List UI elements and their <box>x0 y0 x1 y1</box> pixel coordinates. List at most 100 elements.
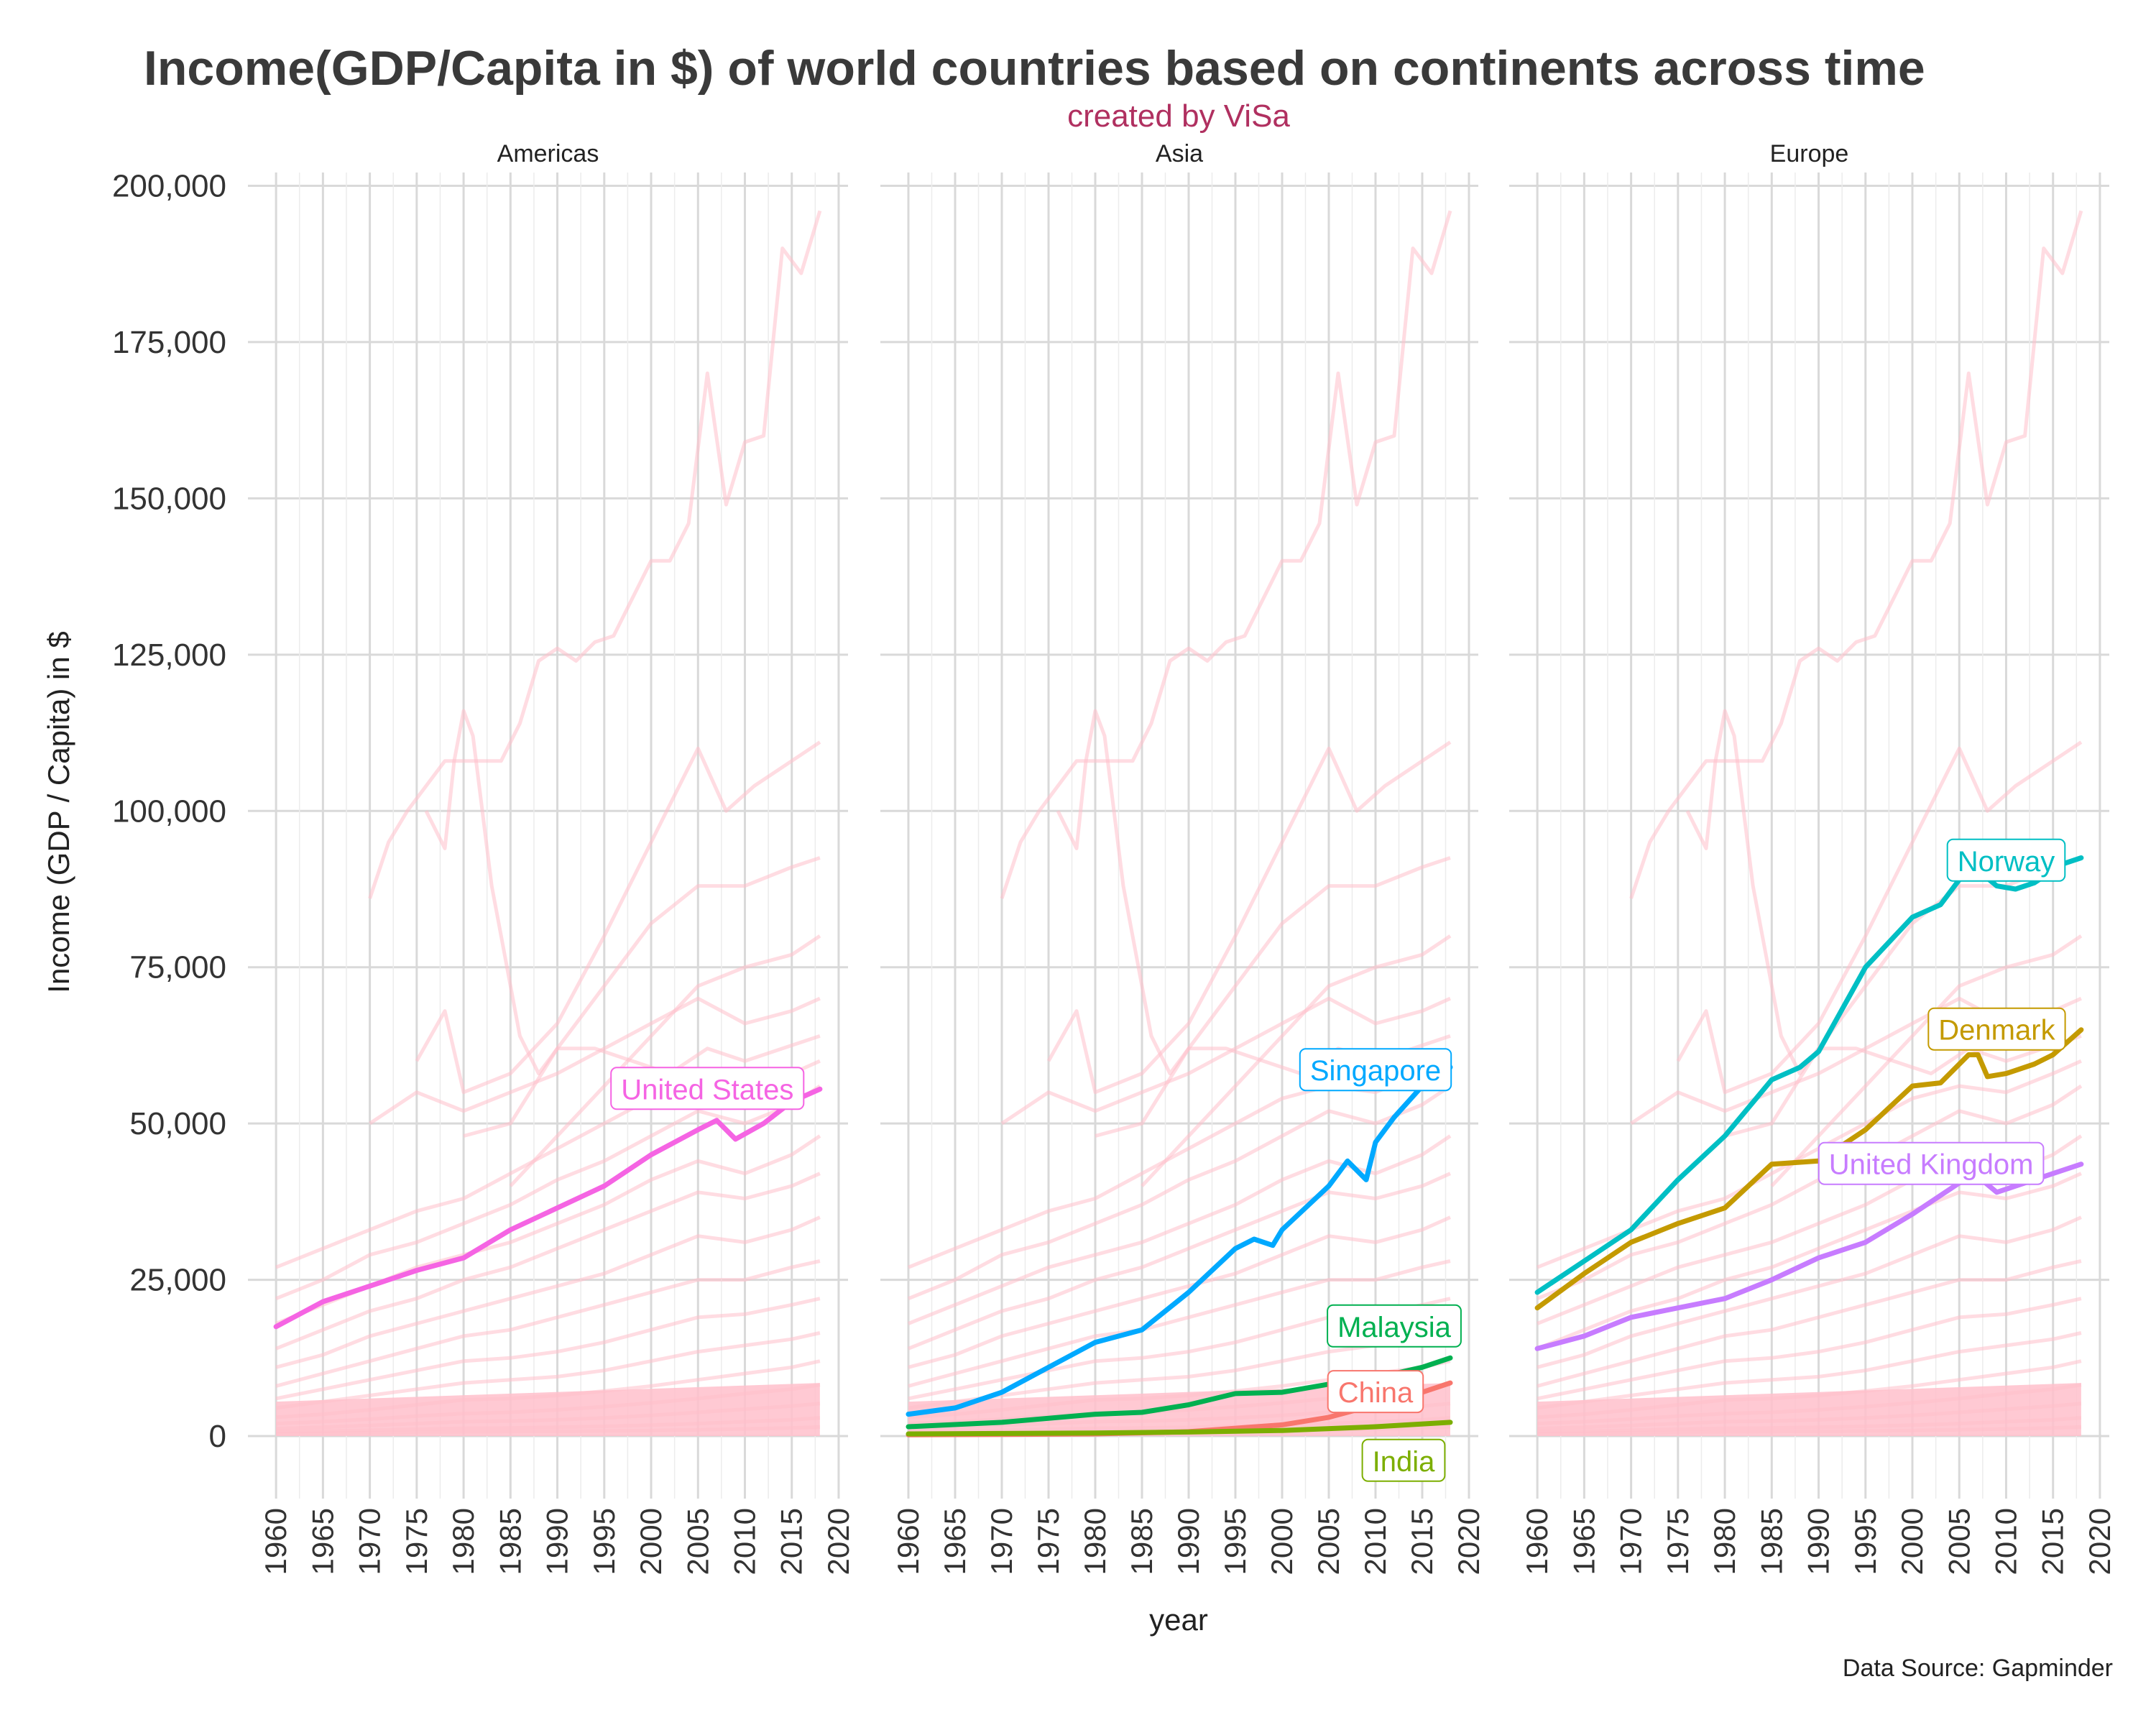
background-series-line <box>1095 856 1451 1138</box>
series-label-box <box>1327 1304 1462 1348</box>
x-tick-label: 2020 <box>821 1508 855 1575</box>
background-series-line <box>276 1416 821 1434</box>
x-tick-label: 1970 <box>1614 1508 1648 1575</box>
series-label-text: United States <box>621 1074 793 1105</box>
series-label-text: Norway <box>1958 846 2055 878</box>
series-line-united-states <box>273 1086 823 1330</box>
x-tick-label: 1995 <box>1848 1508 1882 1575</box>
x-tick-label: 1980 <box>1708 1508 1741 1575</box>
background-series-line <box>1629 210 2083 899</box>
background-series-line <box>1537 1359 2082 1420</box>
background-series-line <box>276 1425 820 1435</box>
background-series-line <box>276 1383 821 1426</box>
background-series-line <box>908 1134 1452 1325</box>
caption: Data Source: Gapminder <box>1843 1655 2113 1682</box>
series-label-box <box>1327 1370 1424 1414</box>
series-label-united-kingdom: United Kingdom <box>1818 1141 2045 1185</box>
background-series-line <box>1537 1383 2082 1426</box>
x-tick-label: 2005 <box>1942 1508 1976 1575</box>
background-series-line <box>908 1172 1452 1351</box>
facet-strip-label: Americas <box>497 140 599 167</box>
background-series-line <box>1000 996 1452 1126</box>
background-series-line <box>275 1215 821 1369</box>
y-tick-label: 75,000 <box>129 950 226 985</box>
grid <box>1509 172 2109 1499</box>
facet-americas: Americas 1960 1965 1970 1975 1980 1985 1990 1995… <box>248 140 855 1575</box>
series-label-box <box>1946 838 2066 882</box>
y-axis-ticks: 0 25,000 50,000 75,000 100,000 125,000 150,000… <box>112 168 226 1454</box>
x-tick-label: 2015 <box>1405 1508 1439 1575</box>
series-label-singapore: Singapore <box>1299 1048 1452 1092</box>
x-tick-label: 2020 <box>1452 1508 1485 1575</box>
y-tick-label: 125,000 <box>112 638 226 673</box>
x-tick-label: 1975 <box>1031 1508 1065 1575</box>
series-label-box <box>1818 1141 2045 1185</box>
series-label-text: China <box>1338 1377 1414 1409</box>
x-tick-label: 2005 <box>681 1508 714 1575</box>
y-tick-label: 25,000 <box>129 1263 226 1298</box>
y-tick-label: 150,000 <box>112 481 226 516</box>
background-series-line <box>276 1402 821 1431</box>
x-tick-label: 2015 <box>775 1508 808 1575</box>
background-series-line <box>275 1172 821 1351</box>
grid <box>248 172 848 1499</box>
x-tick-label: 2020 <box>2083 1508 2116 1575</box>
background-series-line <box>908 1416 1451 1434</box>
background-series-line <box>908 1084 1452 1301</box>
series-label-box <box>1361 1438 1446 1482</box>
background-series-line <box>908 1215 1452 1369</box>
series-line-singapore <box>906 1064 1453 1417</box>
background-series-line <box>1537 1402 2082 1431</box>
background-series-line <box>1046 740 1452 1095</box>
x-tick-label: 1965 <box>938 1508 972 1575</box>
series-label-text: United Kingdom <box>1829 1149 2034 1181</box>
y-tick-label: 100,000 <box>112 794 226 829</box>
x-tick-label: 1990 <box>540 1508 574 1575</box>
x-tick-label: 2000 <box>1895 1508 1929 1575</box>
series-label-text: Singapore <box>1310 1055 1441 1087</box>
x-tick-label: 1980 <box>446 1508 480 1575</box>
series-line-united-kingdom <box>1534 1162 2084 1351</box>
x-tick-label: 1990 <box>1171 1508 1205 1575</box>
series-label-norway: Norway <box>1946 838 2066 882</box>
x-tick-label: 1975 <box>400 1508 433 1575</box>
series-line-denmark <box>1534 1027 2084 1311</box>
background-series-line <box>275 1331 821 1410</box>
facet-panels: Americas 1960 1965 1970 1975 1980 1985 1990 1995… <box>248 140 2116 1575</box>
background-series-line <box>275 1359 821 1420</box>
series-label-denmark: Denmark <box>1927 1007 2066 1051</box>
x-tick-label: 1960 <box>1520 1508 1554 1575</box>
x-tick-label: 2010 <box>728 1508 762 1575</box>
chart-title: Income(GDP/Capita in $) of world countri… <box>144 41 1925 96</box>
facet-strip-label: Europe <box>1770 140 1849 167</box>
y-tick-label: 50,000 <box>129 1106 226 1141</box>
background-series-line <box>1537 1172 2082 1351</box>
x-tick-label: 1965 <box>1567 1508 1600 1575</box>
x-tick-label: 1970 <box>985 1508 1018 1575</box>
facet-europe: Europe 1960 1965 1970 1975 1980 1985 1990 1995 20… <box>1509 140 2116 1575</box>
y-tick-label: 175,000 <box>112 325 226 360</box>
background-series <box>275 210 822 1435</box>
x-tick-label: 1990 <box>1802 1508 1835 1575</box>
chart-subtitle: created by ViSa <box>1067 98 1290 134</box>
background-series-line <box>368 210 822 899</box>
background-series-line <box>275 1259 821 1388</box>
series-label-india: India <box>1361 1438 1446 1482</box>
background-series-line <box>1685 709 2082 1076</box>
x-tick-label: 1995 <box>587 1508 621 1575</box>
x-tick-label: 1965 <box>305 1508 339 1575</box>
background-series-line <box>1537 1215 2082 1369</box>
background-series-line <box>463 856 821 1138</box>
background-series-line <box>1000 210 1452 899</box>
x-tick-label: 1985 <box>1125 1508 1158 1575</box>
x-tick-label: 1980 <box>1078 1508 1112 1575</box>
x-tick-label: 2010 <box>1358 1508 1392 1575</box>
series-label-malaysia: Malaysia <box>1327 1304 1462 1348</box>
background-series-line <box>1537 1331 2082 1410</box>
background-series-line <box>908 1259 1451 1388</box>
background-series-line <box>275 1084 821 1301</box>
x-axis-title: year <box>1149 1603 1208 1637</box>
background-series <box>1537 210 2083 1435</box>
